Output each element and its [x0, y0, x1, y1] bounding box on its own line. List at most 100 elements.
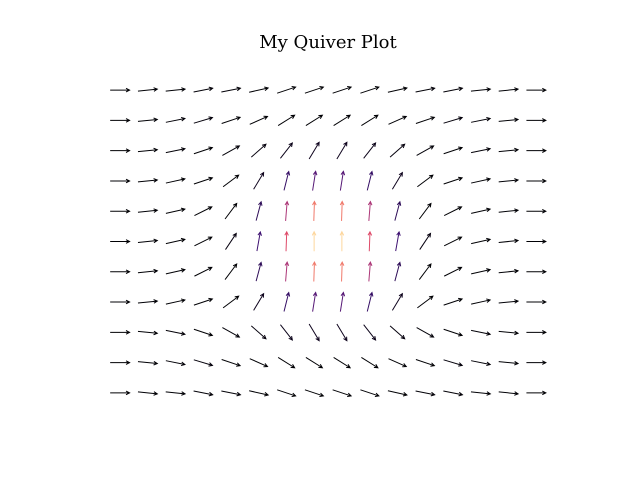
arrow: [110, 239, 131, 244]
arrow: [526, 299, 547, 305]
arrow: [443, 359, 464, 367]
arrow: [194, 206, 213, 217]
arrow: [363, 142, 377, 159]
arrow: [443, 86, 464, 93]
arrow: [388, 115, 408, 125]
arrow: [165, 268, 186, 275]
arrow: [137, 208, 159, 213]
arrow: [249, 390, 270, 397]
arrow: [222, 145, 241, 156]
arrow: [415, 390, 436, 397]
arrow: [277, 389, 297, 398]
arrow: [443, 236, 463, 247]
arrow: [526, 239, 547, 244]
arrow: [193, 390, 214, 397]
arrow: [312, 291, 318, 312]
arrow: [110, 208, 131, 214]
arrow: [363, 324, 377, 341]
arrow: [110, 87, 131, 93]
arrow: [366, 291, 374, 312]
arrow: [526, 208, 547, 214]
arrow: [339, 170, 346, 191]
arrow: [165, 360, 186, 367]
arrow: [367, 230, 373, 252]
arrow: [312, 200, 317, 221]
arrow: [367, 260, 373, 282]
arrow: [284, 230, 289, 252]
arrow: [222, 327, 241, 338]
arrow: [471, 116, 492, 123]
arrow: [221, 86, 242, 93]
arrow: [339, 230, 345, 252]
arrow: [443, 328, 464, 337]
arrow: [165, 391, 187, 396]
arrow: [280, 324, 294, 341]
arrow: [471, 177, 492, 184]
arrow: [225, 232, 237, 250]
arrow: [224, 263, 238, 280]
arrow: [110, 330, 131, 335]
arrow: [498, 178, 520, 183]
arrow: [283, 291, 291, 312]
arrow: [498, 268, 520, 274]
arrow: [221, 116, 242, 124]
arrow: [304, 389, 325, 398]
arrow: [418, 263, 432, 280]
arrow: [250, 325, 267, 340]
arrow: [416, 327, 435, 338]
arrow: [339, 260, 345, 282]
arrow: [193, 359, 214, 367]
arrow: [471, 268, 492, 275]
arrow: [387, 86, 408, 93]
arrow: [416, 145, 435, 156]
arrow: [470, 87, 492, 92]
arrow: [360, 85, 380, 94]
arrow: [443, 146, 464, 155]
chart-title: My Quiver Plot: [259, 32, 397, 53]
arrow: [193, 146, 214, 155]
arrow: [498, 299, 520, 304]
arrow: [137, 268, 159, 274]
arrow: [312, 170, 318, 191]
arrow: [526, 178, 547, 184]
arrow: [137, 238, 159, 244]
arrow: [417, 174, 434, 188]
arrow: [418, 202, 432, 220]
arrow: [387, 390, 408, 397]
arrow: [253, 292, 265, 311]
arrow: [391, 292, 403, 311]
arrow: [256, 230, 262, 252]
arrow: [361, 114, 379, 126]
arrow: [526, 87, 547, 93]
arrow: [471, 360, 492, 367]
arrow: [498, 330, 520, 336]
arrow: [165, 329, 186, 336]
arrow: [110, 390, 131, 396]
arrow: [137, 360, 159, 366]
arrow: [137, 178, 159, 183]
arrow: [471, 147, 492, 154]
arrow: [305, 114, 324, 126]
arrow: [367, 200, 373, 221]
arrow: [526, 118, 547, 123]
arrow: [394, 261, 402, 282]
arrow: [308, 141, 320, 160]
arrow: [277, 114, 296, 126]
arrow: [498, 238, 520, 244]
arrow: [366, 170, 374, 191]
arrow: [498, 208, 520, 213]
arrow: [360, 389, 380, 398]
arrow: [193, 116, 214, 124]
arrow: [165, 147, 186, 154]
arrow: [388, 358, 408, 368]
arrow: [526, 360, 547, 365]
arrow: [471, 298, 492, 305]
arrow: [110, 269, 131, 275]
arrow: [361, 357, 379, 369]
arrow: [498, 87, 520, 92]
arrow: [137, 87, 159, 92]
arrow: [443, 116, 464, 124]
arrow: [165, 207, 186, 214]
arrow: [255, 261, 263, 282]
arrow: [193, 297, 214, 306]
